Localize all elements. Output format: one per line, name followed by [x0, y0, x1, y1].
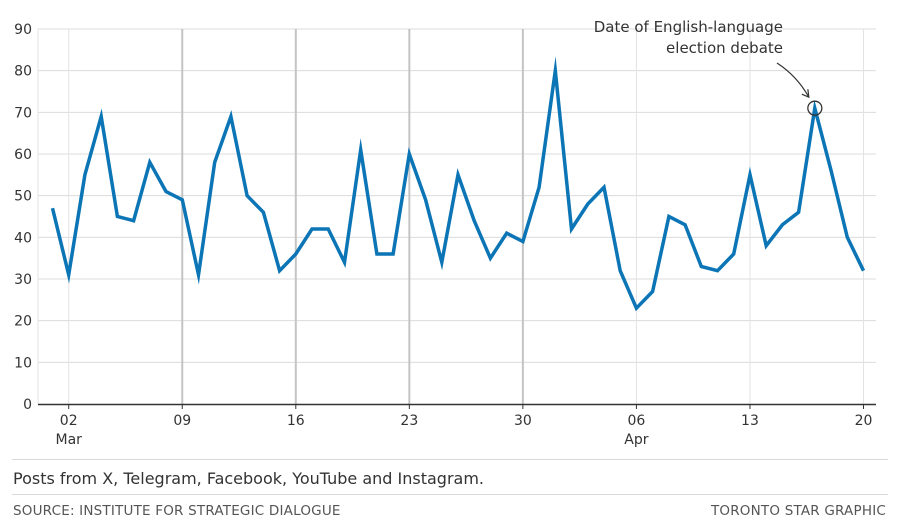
data-point: [699, 265, 703, 269]
x-tick-label: 13: [741, 413, 759, 429]
data-point: [748, 173, 752, 177]
x-tick-month-label: Mar: [56, 432, 83, 448]
data-point: [813, 106, 817, 110]
x-tick-label: 09: [173, 413, 191, 429]
data-point: [829, 169, 833, 173]
data-point: [651, 290, 655, 294]
annotation-marker-circle: [807, 100, 823, 116]
data-point: [99, 115, 103, 119]
data-point: [683, 223, 687, 227]
y-tick-label: 0: [23, 397, 32, 413]
annotation-arrow: [776, 62, 810, 98]
line-chart: 0 10 20 30 40 50 60 70 80 90 02 Mar 09 16 23 30 06 Apr 13…: [14, 18, 876, 448]
y-tick-label: 20: [14, 314, 32, 330]
y-tick-label: 50: [14, 189, 32, 205]
data-point: [67, 273, 71, 277]
data-point: [634, 306, 638, 310]
data-point: [245, 194, 249, 198]
data-point: [586, 202, 590, 206]
data-point: [570, 227, 574, 231]
data-point: [862, 269, 866, 273]
graphic-credit: TORONTO STAR GRAPHIC: [710, 503, 886, 519]
y-tick-label: 80: [14, 64, 32, 80]
data-point: [667, 215, 671, 219]
data-point: [456, 173, 460, 177]
data-point: [764, 244, 768, 248]
data-point: [294, 252, 298, 256]
data-point: [164, 190, 168, 194]
data-point: [488, 256, 492, 260]
data-point: [261, 210, 265, 214]
data-point: [342, 260, 346, 264]
source-credit: SOURCE: INSTITUTE FOR STRATEGIC DIALOGUE: [13, 503, 341, 519]
data-point: [537, 185, 541, 189]
footer-divider-2: [12, 494, 888, 495]
annotation-arrowhead: [801, 89, 810, 99]
annotation-text-line1: Date of English-language: [594, 18, 783, 36]
x-tick-label: 23: [400, 413, 418, 429]
data-points: [51, 69, 866, 311]
data-point: [440, 260, 444, 264]
data-point: [505, 231, 509, 235]
chart-note: Posts from X, Telegram, Facebook, YouTub…: [13, 469, 485, 488]
x-tick-month-label: Apr: [624, 432, 648, 448]
series-line: [50, 56, 866, 312]
x-tick-label: 16: [287, 413, 305, 429]
data-point: [196, 273, 200, 277]
data-point: [278, 269, 282, 273]
debate-annotation: Date of English-language election debate: [594, 18, 823, 116]
data-point: [797, 210, 801, 214]
data-point: [326, 227, 330, 231]
data-point: [359, 148, 363, 152]
x-tick-label: 20: [855, 413, 873, 429]
data-point: [602, 185, 606, 189]
week-dividers: [181, 29, 524, 404]
data-point: [391, 252, 395, 256]
footer-divider: [12, 459, 888, 460]
data-point: [618, 269, 622, 273]
data-point: [51, 206, 55, 210]
data-point: [407, 152, 411, 156]
data-point: [780, 223, 784, 227]
data-point: [115, 215, 119, 219]
x-tick-label: 06: [628, 413, 646, 429]
data-point: [845, 235, 849, 239]
data-point: [521, 240, 525, 244]
y-tick-label: 10: [14, 355, 32, 371]
data-point: [213, 160, 217, 164]
data-point: [732, 252, 736, 256]
y-tick-label: 30: [14, 272, 32, 288]
y-tick-label: 60: [14, 147, 32, 163]
grid-lines: [37, 28, 876, 404]
data-point: [180, 198, 184, 202]
data-point: [83, 173, 87, 177]
x-tick-label: 02: [60, 413, 78, 429]
data-point: [375, 252, 379, 256]
data-point: [716, 269, 720, 273]
data-point: [132, 219, 136, 223]
y-tick-label: 90: [14, 22, 32, 38]
y-axis-ticks: 0 10 20 30 40 50 60 70 80 90: [14, 22, 32, 413]
data-point: [553, 69, 557, 73]
y-tick-label: 40: [14, 230, 32, 246]
annotation-text-line2: election debate: [666, 39, 783, 57]
y-tick-label: 70: [14, 105, 32, 121]
data-point: [229, 115, 233, 119]
data-point: [148, 160, 152, 164]
x-axis-ticks: 02 Mar 09 16 23 30 06 Apr 13 20: [56, 404, 873, 448]
data-point: [310, 227, 314, 231]
x-tick-label: 30: [514, 413, 532, 429]
data-point: [472, 219, 476, 223]
data-point: [424, 198, 428, 202]
